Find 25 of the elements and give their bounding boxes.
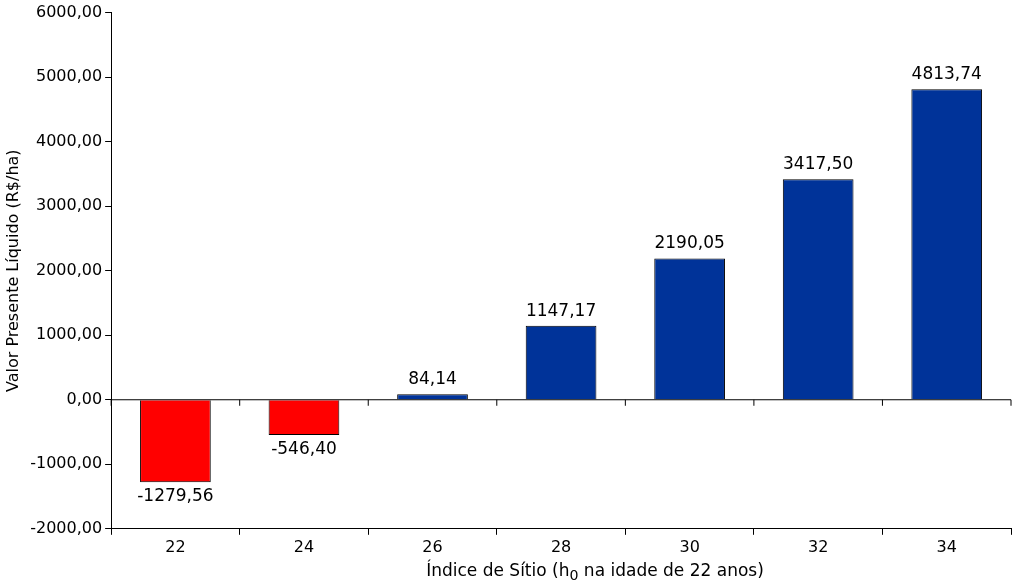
data-label: 3417,50 — [783, 153, 854, 174]
x-tick-label: 28 — [550, 536, 572, 556]
data-label: -1279,56 — [137, 485, 214, 506]
x-tick-label: 26 — [422, 536, 443, 556]
y-tick-label: 3000,00 — [35, 195, 103, 215]
data-label: 4813,74 — [911, 63, 982, 84]
data-label: 84,14 — [408, 368, 457, 389]
x-axis-title: Índice de Sítio (h$_{0}$ na idade de 22 anos) — [425, 560, 765, 584]
x-tick-label: 30 — [679, 536, 700, 556]
y-tick-label: 2000,00 — [35, 259, 103, 279]
x-tick-label: 22 — [165, 536, 186, 556]
data-label: 2190,05 — [654, 232, 725, 253]
x-tick-label: 34 — [936, 536, 957, 556]
y-tick-label: 6000,00 — [35, 1, 103, 21]
x-tick-label: 32 — [807, 536, 829, 556]
x-tick-label: 24 — [293, 536, 315, 556]
y-tick-label: 0,00 — [66, 388, 103, 408]
y-axis-title: Valor Presente Líquido (R$/ha) — [2, 149, 22, 393]
data-label: 1147,17 — [525, 299, 597, 320]
y-tick-label: 5000,00 — [35, 66, 103, 86]
data-label: -546,40 — [271, 437, 337, 458]
y-tick-label: -2000,00 — [30, 517, 103, 537]
y-tick-label: -1000,00 — [30, 453, 103, 473]
y-tick-label: 1000,00 — [35, 324, 103, 344]
y-tick-label: 4000,00 — [35, 130, 103, 150]
